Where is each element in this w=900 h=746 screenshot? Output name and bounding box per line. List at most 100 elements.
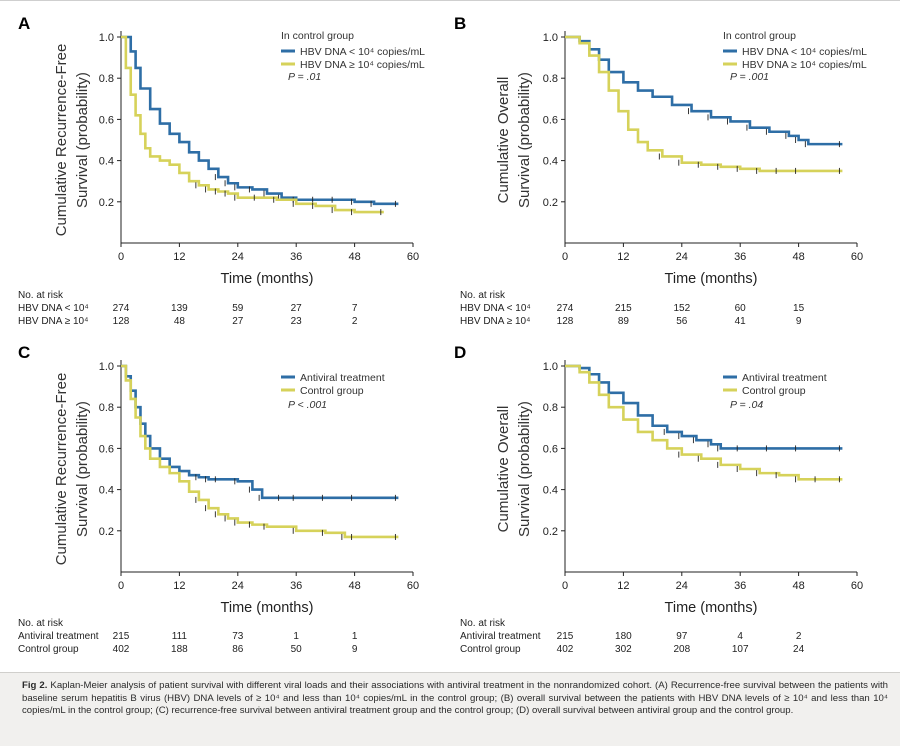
x-tick-label: 48 [348, 580, 360, 592]
series-line-second [565, 35, 843, 173]
x-tick-label: 36 [734, 251, 746, 263]
x-tick-label: 24 [676, 251, 688, 263]
x-tick-label: 12 [617, 580, 629, 592]
risk-value: 23 [291, 316, 303, 327]
x-axis-label: Time (months) [665, 600, 758, 616]
legend-entry: Control group [742, 385, 806, 397]
x-tick-label: 0 [118, 251, 124, 263]
risk-row-label: Antiviral treatment [18, 631, 99, 642]
panel-c: C 0.2 0.4 0.6 0.8 1.0 0 12 24 36 48 60 Time (months)… [18, 343, 419, 655]
x-tick-label: 60 [407, 580, 419, 592]
legend-entry: HBV DNA < 10⁴ copies/mL [742, 46, 867, 58]
p-value: P = .01 [288, 71, 321, 83]
y-tick-label: 0.8 [99, 402, 114, 414]
series-line-second [121, 364, 399, 539]
risk-value: 48 [174, 316, 186, 327]
risk-value: 9 [352, 644, 358, 655]
risk-value: 402 [557, 644, 574, 655]
risk-value: 128 [113, 316, 130, 327]
risk-value: 15 [793, 303, 805, 314]
x-tick-label: 24 [676, 580, 688, 592]
risk-value: 402 [113, 644, 130, 655]
y-axis-label: Survival (probability) [516, 401, 533, 537]
risk-value: 27 [232, 316, 244, 327]
y-tick-label: 0.6 [543, 443, 558, 455]
y-tick-label: 0.4 [543, 156, 558, 168]
y-tick-label: 1.0 [543, 32, 558, 44]
legend-entry: Antiviral treatment [300, 372, 385, 384]
y-tick-label: 1.0 [99, 32, 114, 44]
risk-value: 59 [232, 303, 244, 314]
panel-a: A 0.2 0.4 0.6 0.8 1.0 0 12 24 36 48 60 Time (months)… [18, 14, 425, 327]
y-axis-label: Survival (probability) [74, 401, 91, 537]
x-tick-label: 0 [562, 251, 568, 263]
series-line-first [565, 364, 843, 450]
risk-value: 9 [796, 316, 802, 327]
y-tick-label: 0.6 [99, 443, 114, 455]
x-tick-label: 36 [290, 251, 302, 263]
x-tick-label: 60 [851, 251, 863, 263]
y-tick-label: 0.2 [99, 197, 114, 209]
risk-value: 111 [172, 631, 188, 642]
risk-row-label: Antiviral treatment [460, 631, 541, 642]
y-tick-label: 0.6 [99, 114, 114, 126]
x-tick-label: 48 [792, 251, 804, 263]
y-axis-label: Cumulative Recurrence-Free [53, 373, 70, 566]
series-line-second [565, 364, 843, 481]
y-axis-label: Cumulative Overall [495, 406, 512, 533]
risk-row-label: HBV DNA ≥ 10⁴ [18, 316, 88, 327]
caption-fig-label: Fig 2. [22, 680, 48, 691]
y-axis-label: Cumulative Recurrence-Free [53, 44, 70, 237]
x-tick-label: 60 [407, 251, 419, 263]
risk-value: 302 [615, 644, 632, 655]
legend-entry: Antiviral treatment [742, 372, 827, 384]
x-tick-label: 24 [232, 251, 244, 263]
risk-table-header: No. at risk [460, 618, 506, 629]
risk-row-label: HBV DNA < 10⁴ [460, 303, 531, 314]
x-axis-label: Time (months) [665, 271, 758, 287]
x-tick-label: 36 [734, 580, 746, 592]
risk-row-label: Control group [460, 644, 521, 655]
risk-value: 188 [171, 644, 188, 655]
risk-row-label: HBV DNA < 10⁴ [18, 303, 89, 314]
risk-value: 41 [735, 316, 747, 327]
panel-b: B 0.2 0.4 0.6 0.8 1.0 0 12 24 36 48 60 Time (months)… [454, 14, 867, 327]
risk-value: 97 [676, 631, 688, 642]
risk-value: 2 [352, 316, 358, 327]
risk-value: 86 [232, 644, 244, 655]
panel-letter-a: A [18, 14, 30, 33]
risk-value: 7 [352, 303, 358, 314]
x-axis-label: Time (months) [221, 600, 314, 616]
x-tick-label: 24 [232, 580, 244, 592]
risk-value: 215 [615, 303, 632, 314]
x-tick-label: 48 [348, 251, 360, 263]
legend-entry: HBV DNA ≥ 10⁴ copies/mL [742, 59, 867, 71]
y-tick-label: 0.4 [543, 485, 558, 497]
risk-value: 1 [293, 631, 299, 642]
risk-value: 107 [732, 644, 749, 655]
legend-entry: HBV DNA < 10⁴ copies/mL [300, 46, 425, 58]
risk-row-label: HBV DNA ≥ 10⁴ [460, 316, 530, 327]
y-tick-label: 0.8 [99, 73, 114, 85]
y-axis-label: Cumulative Overall [495, 77, 512, 204]
x-tick-label: 60 [851, 580, 863, 592]
y-tick-label: 1.0 [543, 361, 558, 373]
risk-value: 73 [232, 631, 244, 642]
y-tick-label: 1.0 [99, 361, 114, 373]
caption-text: Kaplan-Meier analysis of patient surviva… [22, 680, 888, 717]
figure-caption: Fig 2. Kaplan-Meier analysis of patient … [0, 672, 900, 746]
x-tick-label: 48 [792, 580, 804, 592]
risk-value: 56 [676, 316, 688, 327]
risk-value: 89 [618, 316, 630, 327]
legend-entry: HBV DNA ≥ 10⁴ copies/mL [300, 59, 425, 71]
risk-value: 215 [113, 631, 130, 642]
risk-value: 128 [557, 316, 574, 327]
y-tick-label: 0.4 [99, 485, 114, 497]
x-tick-label: 0 [118, 580, 124, 592]
y-tick-label: 0.4 [99, 156, 114, 168]
p-value: P = .001 [730, 71, 769, 83]
x-tick-label: 12 [173, 251, 185, 263]
panel-letter-d: D [454, 343, 466, 362]
risk-value: 2 [796, 631, 802, 642]
